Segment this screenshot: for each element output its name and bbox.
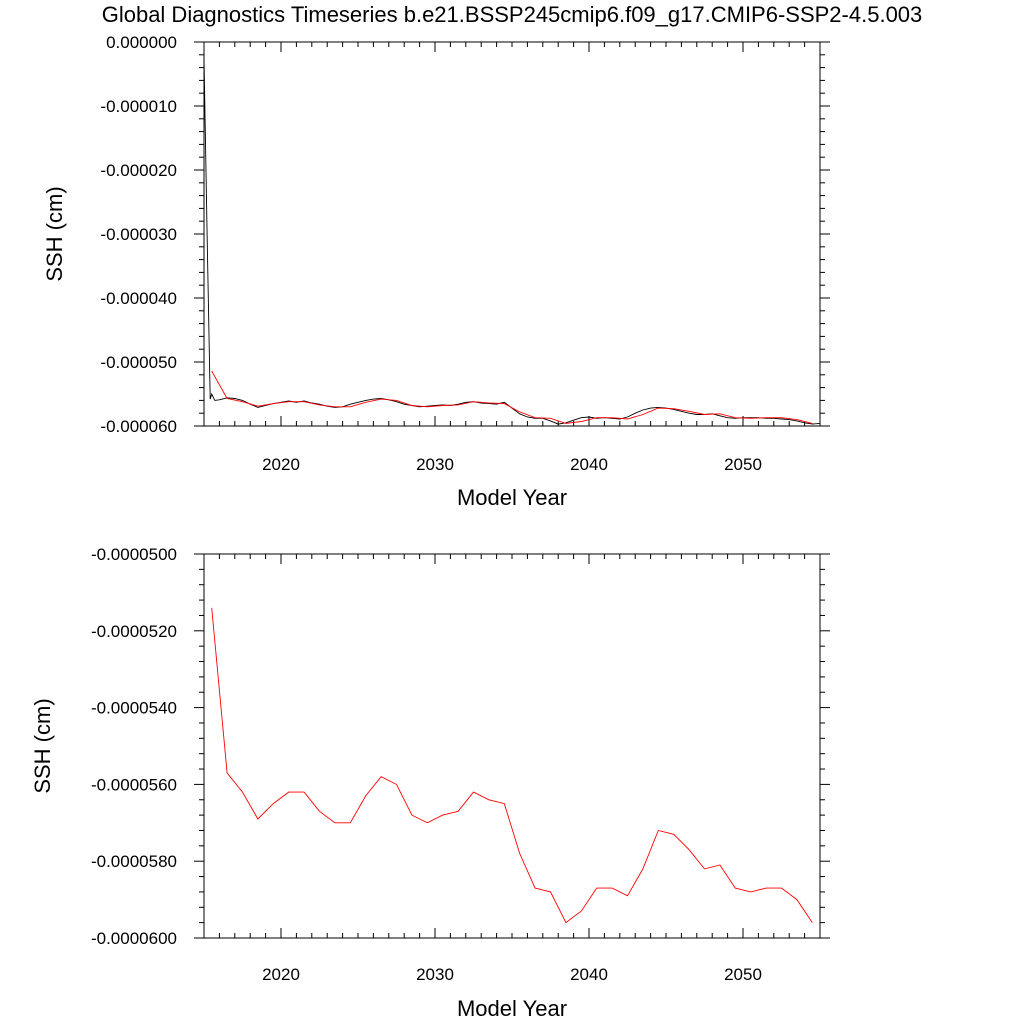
bottom-y-tick-label: -0.0000540 [91, 699, 177, 718]
top-y-tick-label: -0.000010 [100, 97, 177, 116]
top-y-axis-title: SSH (cm) [42, 186, 67, 281]
bottom-y-tick-label: -0.0000500 [91, 545, 177, 564]
bottom-panel: 2020 2030 2040 2050 -0.0000500 -0.0000520 -0.0… [0, 510, 1024, 1029]
top-x-axis-title: Model Year [457, 485, 567, 510]
top-annual-series-line [211, 370, 813, 424]
bottom-y-tick-label: -0.0000600 [91, 929, 177, 948]
bottom-x-axis-title: Model Year [457, 996, 567, 1021]
bottom-y-tick-label: -0.0000560 [91, 775, 177, 794]
bottom-y-tick-label: -0.0000580 [91, 852, 177, 871]
bottom-chart: 2020 2030 2040 2050 -0.0000500 -0.0000520 -0.0… [30, 545, 830, 1021]
top-x-tick-label: 2050 [724, 455, 762, 474]
top-x-tick-label: 2020 [262, 455, 300, 474]
top-y-tick-label: -0.000020 [100, 161, 177, 180]
top-x-tick-label: 2030 [416, 455, 454, 474]
top-y-tick-label: -0.000040 [100, 289, 177, 308]
top-y-tick-label: -0.000060 [100, 417, 177, 436]
figure-title: Global Diagnostics Timeseries b.e21.BSSP… [101, 2, 923, 27]
top-plot-frame [203, 41, 821, 427]
bottom-y-tick-label: -0.0000520 [91, 622, 177, 641]
top-y-tick-label: 0.000000 [106, 33, 177, 52]
bottom-annual-series-line [211, 607, 813, 924]
bottom-x-tick-label: 2030 [416, 965, 454, 984]
top-chart: 2020 2030 2040 2050 0.000000 -0.000010 -0.0000… [42, 33, 830, 510]
top-monthly-series-line [203, 57, 821, 425]
top-panel: 2020 2030 2040 2050 0.000000 -0.000010 -0.0000… [42, 33, 830, 510]
top-x-tick-label: 2040 [570, 455, 608, 474]
bottom-x-tick-label: 2020 [262, 965, 300, 984]
bottom-plot-frame [203, 553, 821, 939]
bottom-x-tick-label: 2050 [724, 965, 762, 984]
top-y-tick-label: -0.000030 [100, 225, 177, 244]
bottom-y-axis-title: SSH (cm) [30, 698, 55, 793]
bottom-x-tick-label: 2040 [570, 965, 608, 984]
top-y-tick-label: -0.000050 [100, 353, 177, 372]
